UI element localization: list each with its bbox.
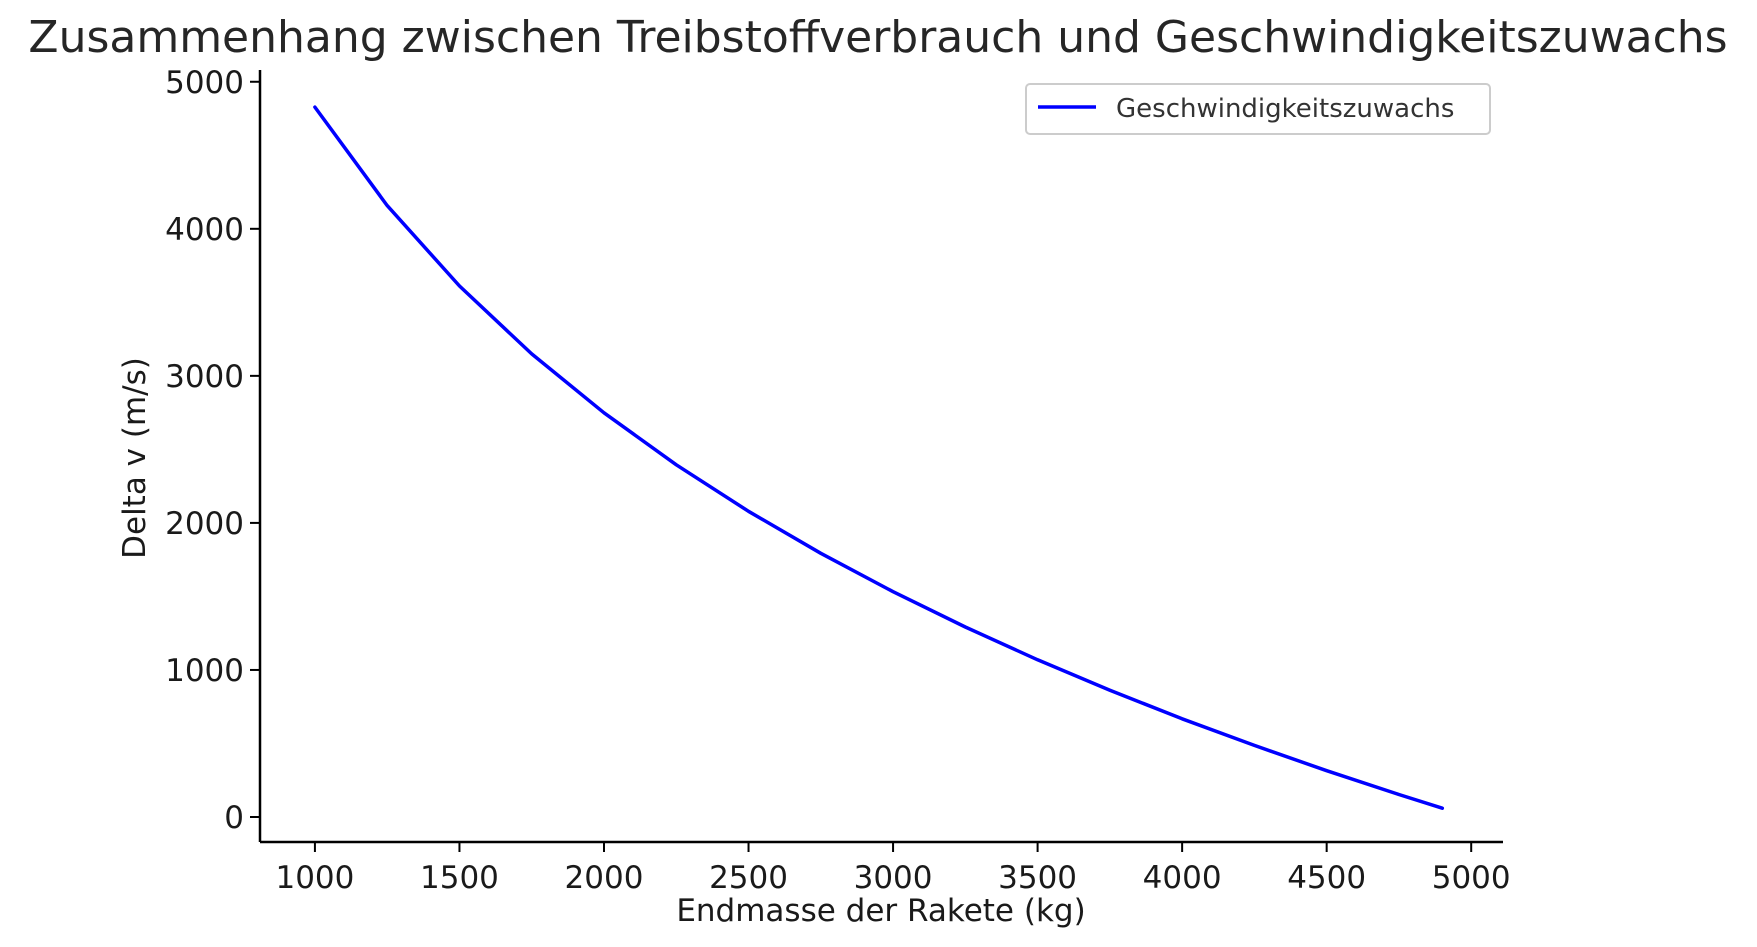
- x-tick-label-3500: 3500: [998, 860, 1077, 896]
- y-axis-label: Delta v (m/s): [117, 357, 153, 559]
- x-tick-label-2500: 2500: [709, 860, 788, 896]
- x-axis-label: Endmasse der Rakete (kg): [676, 893, 1085, 929]
- x-tick-label-4500: 4500: [1287, 860, 1366, 896]
- series-layer: [313, 105, 1445, 810]
- legend-label-geschwindigkeitszuwachs: Geschwindigkeitszuwachs: [1116, 94, 1454, 124]
- series-line-0: [313, 105, 1445, 810]
- y-tick-label-5000: 5000: [165, 65, 244, 101]
- x-ticks: 1000 1500 2000 2500 3000 3500 4000 4500 5000: [275, 842, 1511, 896]
- x-tick-label-3000: 3000: [854, 860, 933, 896]
- y-tick-label-4000: 4000: [165, 212, 244, 248]
- y-tick-label-1000: 1000: [165, 653, 244, 689]
- legend: Geschwindigkeitszuwachs: [1025, 83, 1491, 135]
- x-tick-label-4000: 4000: [1143, 860, 1222, 896]
- x-tick-label-1500: 1500: [420, 860, 499, 896]
- axes: [258, 70, 1503, 844]
- x-tick-label-5000: 5000: [1432, 860, 1511, 896]
- x-tick-label-1000: 1000: [275, 860, 354, 896]
- y-ticks: 0 1000 2000 3000 4000 5000: [165, 65, 260, 836]
- y-tick-label-2000: 2000: [165, 506, 244, 542]
- legend-box: [1025, 83, 1491, 135]
- x-tick-label-2000: 2000: [565, 860, 644, 896]
- chart-title: Zusammenhang zwischen Treibstoffverbrauc…: [28, 12, 1727, 63]
- y-tick-label-0: 0: [224, 800, 244, 836]
- y-tick-label-3000: 3000: [165, 359, 244, 395]
